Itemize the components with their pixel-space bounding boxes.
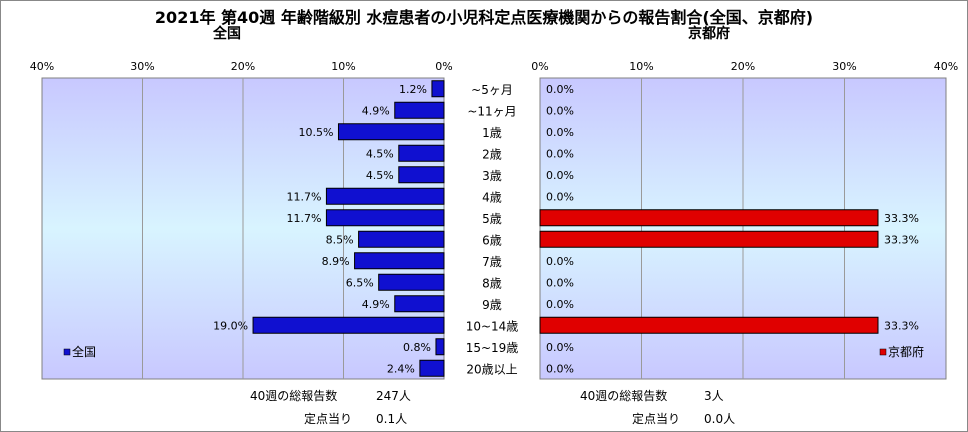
national-tick-label: 0%: [435, 60, 452, 73]
kyoto-tick-label: 40%: [934, 60, 958, 73]
national-bar: [398, 166, 445, 184]
national-value-label: 0.8%: [403, 341, 431, 354]
kyoto-bar: [539, 230, 879, 248]
national-per-value: 0.1人: [376, 412, 408, 426]
national-bar: [252, 316, 445, 334]
category-label: 5歳: [482, 212, 502, 226]
kyoto-total-label: 40週の総報告数: [580, 389, 668, 403]
kyoto-value-label: 0.0%: [546, 362, 574, 375]
national-value-label: 1.2%: [399, 83, 427, 96]
national-bar: [378, 273, 445, 291]
chart-title: 2021年 第40週 年齢階級別 水痘患者の小児科定点医療機関からの報告割合(全…: [154, 8, 814, 27]
kyoto-legend-label: 京都府: [888, 344, 924, 359]
national-bar: [325, 209, 445, 227]
category-label: 4歳: [482, 190, 502, 204]
national-value-label: 10.5%: [299, 126, 334, 139]
national-bar: [354, 252, 445, 270]
kyoto-value-label: 33.3%: [884, 233, 919, 246]
category-label: ~11ヶ月: [467, 104, 516, 118]
category-label: 8歳: [482, 276, 502, 290]
kyoto-bar: [539, 209, 879, 227]
kyoto-value-label: 0.0%: [546, 276, 574, 289]
national-total-value: 247人: [376, 389, 411, 403]
national-bar: [394, 101, 445, 119]
national-panel-title: 全国: [213, 26, 241, 42]
kyoto-tick-label: 10%: [629, 60, 653, 73]
category-labels: ~5ヶ月 ~11ヶ月 1歳 2歳 3歳 4歳 5歳 6歳 7歳 8歳 9歳 10~14歳 15~19歳 2…: [466, 83, 519, 377]
kyoto-value-label: 0.0%: [546, 255, 574, 268]
kyoto-value-label: 0.0%: [546, 169, 574, 182]
kyoto-value-label: 0.0%: [546, 190, 574, 203]
kyoto-value-label: 0.0%: [546, 104, 574, 117]
national-bar: [358, 230, 445, 248]
category-label: 3歳: [482, 169, 502, 183]
kyoto-per-value: 0.0人: [704, 412, 736, 426]
national-value-label: 2.4%: [387, 362, 415, 375]
kyoto-tick-label: 30%: [832, 60, 856, 73]
national-bar: [337, 123, 445, 141]
kyoto-value-label: 0.0%: [546, 147, 574, 160]
category-label: 10~14歳: [466, 319, 519, 333]
national-bar: [394, 295, 445, 313]
kyoto-chart: 0% 10% 20% 30% 40% 0.0% 0.0% 0.0% 0.0% 0.0% 0.0% 33…: [531, 60, 958, 380]
national-value-label: 4.5%: [366, 147, 394, 160]
kyoto-value-label: 33.3%: [884, 319, 919, 332]
national-total-label: 40週の総報告数: [250, 389, 338, 403]
national-per-label: 定点当り: [304, 412, 353, 426]
national-legend-swatch: [63, 348, 71, 356]
kyoto-value-label: 33.3%: [884, 212, 919, 225]
national-value-label: 4.9%: [362, 298, 390, 311]
kyoto-tick-label: 20%: [731, 60, 755, 73]
national-bar: [325, 187, 445, 205]
national-bar: [398, 144, 445, 162]
national-value-label: 11.7%: [286, 212, 321, 225]
national-value-label: 19.0%: [213, 319, 248, 332]
national-value-label: 8.9%: [322, 255, 350, 268]
national-bar: [419, 359, 445, 377]
category-label: 15~19歳: [466, 341, 519, 355]
national-bar: [435, 338, 445, 356]
national-value-label: 4.9%: [362, 104, 390, 117]
category-label: 7歳: [482, 255, 502, 269]
kyoto-per-label: 定点当り: [632, 412, 681, 426]
national-tick-label: 20%: [231, 60, 255, 73]
kyoto-value-label: 0.0%: [546, 83, 574, 96]
national-tick-label: 40%: [30, 60, 54, 73]
national-value-label: 4.5%: [366, 169, 394, 182]
national-bar: [431, 80, 445, 98]
category-label: 20歳以上: [466, 362, 517, 376]
national-value-label: 8.5%: [326, 233, 354, 246]
kyoto-value-label: 0.0%: [546, 126, 574, 139]
category-label: 1歳: [482, 126, 502, 140]
kyoto-value-label: 0.0%: [546, 298, 574, 311]
category-label: 2歳: [482, 147, 502, 161]
kyoto-total-value: 3人: [704, 389, 724, 403]
category-label: 6歳: [482, 233, 502, 247]
kyoto-tick-label: 0%: [531, 60, 548, 73]
category-label: ~5ヶ月: [471, 83, 513, 97]
national-chart: 40% 30% 20% 10% 0% 1.2% 4.9% 10.5% 4.5% 4.5% 11.7%…: [30, 60, 453, 380]
national-tick-label: 10%: [331, 60, 355, 73]
kyoto-value-label: 0.0%: [546, 341, 574, 354]
national-tick-label: 30%: [130, 60, 154, 73]
category-label: 9歳: [482, 298, 502, 312]
national-value-label: 11.7%: [286, 190, 321, 203]
kyoto-legend-swatch: [879, 348, 887, 356]
national-value-label: 6.5%: [346, 276, 374, 289]
kyoto-bar: [539, 316, 879, 334]
kyoto-panel-title: 京都府: [688, 26, 730, 42]
national-legend-label: 全国: [72, 344, 96, 359]
